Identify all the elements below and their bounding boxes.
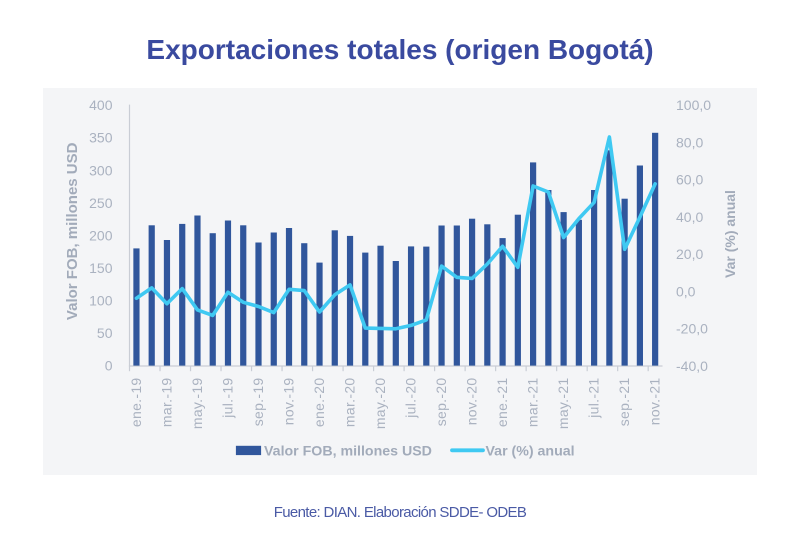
- svg-text:Var (%) anual: Var (%) anual: [722, 190, 738, 278]
- svg-text:sep.-21: sep.-21: [616, 378, 632, 427]
- svg-text:150: 150: [89, 260, 113, 276]
- svg-text:jul.-19: jul.-19: [220, 378, 236, 419]
- svg-text:may.-20: may.-20: [372, 378, 388, 430]
- svg-text:Valor FOB, millones USD: Valor FOB, millones USD: [264, 443, 432, 459]
- svg-text:-20,0: -20,0: [676, 321, 708, 337]
- svg-text:80,0: 80,0: [676, 134, 703, 150]
- svg-text:50: 50: [97, 325, 113, 341]
- svg-text:jul.-20: jul.-20: [403, 378, 419, 419]
- svg-text:may.-19: may.-19: [189, 378, 205, 430]
- svg-text:ene.-21: ene.-21: [494, 378, 510, 428]
- svg-text:mar.-19: mar.-19: [159, 378, 175, 428]
- svg-text:jul.-21: jul.-21: [586, 378, 602, 419]
- svg-text:40,0: 40,0: [676, 209, 703, 225]
- svg-text:Valor FOB, millones USD: Valor FOB, millones USD: [64, 142, 81, 320]
- svg-text:ene.-20: ene.-20: [311, 378, 327, 428]
- svg-text:20,0: 20,0: [676, 246, 703, 262]
- svg-text:nov.-21: nov.-21: [647, 378, 663, 426]
- svg-text:60,0: 60,0: [676, 172, 703, 188]
- svg-text:may.-21: may.-21: [555, 378, 571, 430]
- svg-text:sep.-19: sep.-19: [250, 378, 266, 427]
- svg-text:mar.-20: mar.-20: [342, 378, 358, 428]
- svg-text:200: 200: [89, 227, 113, 243]
- svg-text:sep.-20: sep.-20: [433, 378, 449, 427]
- svg-text:0,0: 0,0: [676, 283, 696, 299]
- svg-text:300: 300: [89, 162, 113, 178]
- svg-text:400: 400: [89, 97, 113, 113]
- svg-text:100,0: 100,0: [676, 97, 711, 113]
- svg-text:-40,0: -40,0: [676, 358, 708, 374]
- svg-text:nov.-19: nov.-19: [281, 378, 297, 426]
- svg-text:Var (%) anual: Var (%) anual: [486, 443, 575, 459]
- svg-text:0: 0: [105, 358, 113, 374]
- svg-text:nov.-20: nov.-20: [464, 378, 480, 426]
- svg-text:mar.-21: mar.-21: [525, 378, 541, 428]
- svg-text:100: 100: [89, 293, 113, 309]
- svg-text:350: 350: [89, 130, 113, 146]
- svg-text:250: 250: [89, 195, 113, 211]
- svg-text:ene.-19: ene.-19: [128, 378, 144, 428]
